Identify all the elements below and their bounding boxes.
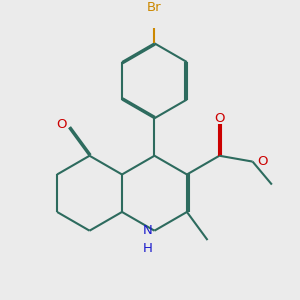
Text: O: O bbox=[57, 118, 67, 130]
Text: O: O bbox=[214, 112, 225, 125]
Text: N: N bbox=[143, 224, 153, 237]
Text: Br: Br bbox=[147, 2, 162, 14]
Text: H: H bbox=[143, 242, 153, 255]
Text: O: O bbox=[257, 155, 268, 168]
